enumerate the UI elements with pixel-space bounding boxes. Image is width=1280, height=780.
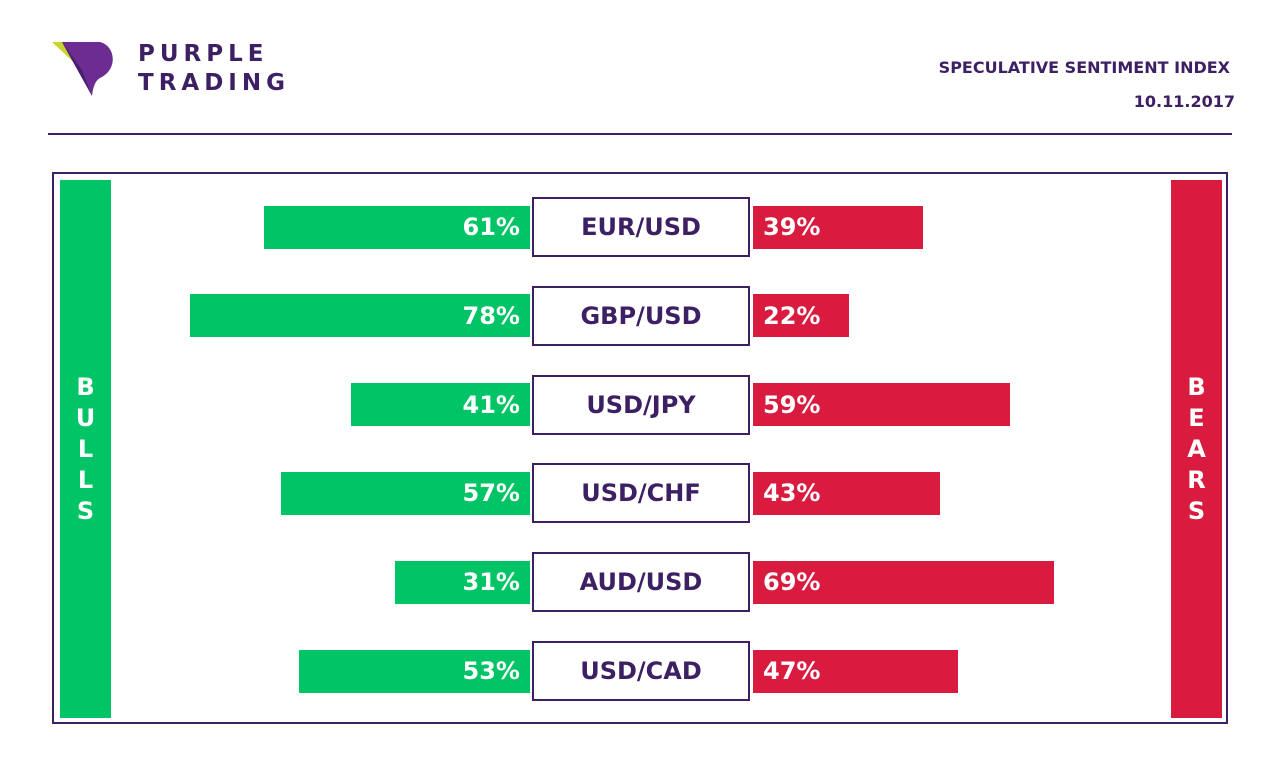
bulls-bar: 57% [281,471,530,515]
bears-letter: R [1187,465,1206,494]
purple-trading-logo-icon [52,42,113,96]
bears-value-label: 39% [763,213,821,241]
bears-bar: 59% [753,383,1011,427]
bulls-value-label: 78% [462,301,520,330]
bears-letter: S [1187,496,1206,525]
bulls-bar: 31% [394,560,530,604]
bears-letter: B [1187,372,1206,401]
currency-pair-label: USD/CAD [532,641,750,701]
index-title: SPECULATIVE SENTIMENT INDEX [938,58,1230,77]
bulls-value-label: 57% [462,479,520,508]
bulls-letter: B [76,372,95,401]
bulls-bar: 61% [264,205,530,249]
bears-bar: 69% [753,560,1054,604]
bears-bar: 43% [753,471,941,515]
index-date: 10.11.2017 [1133,92,1235,111]
bulls-bar: 78% [189,294,530,338]
bears-value-label: 69% [763,568,821,597]
brand-line-1: PURPLE [138,41,269,67]
currency-pair-label: GBP/USD [532,285,750,346]
header-divider [48,133,1232,135]
chart-frame [52,172,1228,724]
bears-value-label: 59% [763,390,821,419]
bears-letter: A [1187,434,1206,463]
bears-bar: 39% [753,205,924,249]
brand-name: PURPLE TRADING [138,40,290,98]
currency-pair-label: EUR/USD [532,197,750,257]
bears-bar: 47% [753,649,958,693]
bulls-bar: 53% [298,649,530,693]
bulls-letter: L [77,465,94,494]
currency-pair-label: USD/CHF [532,463,750,524]
bears-value-label: 43% [763,479,821,508]
bulls-letter: S [76,496,95,525]
brand-line-2: TRADING [138,70,290,96]
bulls-letter: U [75,403,96,432]
bulls-value-label: 41% [462,390,520,419]
bulls-value-label: 61% [462,213,520,241]
bulls-value-label: 53% [462,657,520,685]
bears-value-label: 47% [763,657,821,685]
bears-bar: 22% [753,294,849,338]
bulls-value-label: 31% [462,568,520,597]
bears-value-label: 22% [763,301,821,330]
currency-pair-label: AUD/USD [532,552,750,613]
bears-letter: E [1188,403,1205,432]
bulls-bar: 41% [351,383,530,427]
currency-pair-label: USD/JPY [532,374,750,435]
bulls-letter: L [77,434,94,463]
